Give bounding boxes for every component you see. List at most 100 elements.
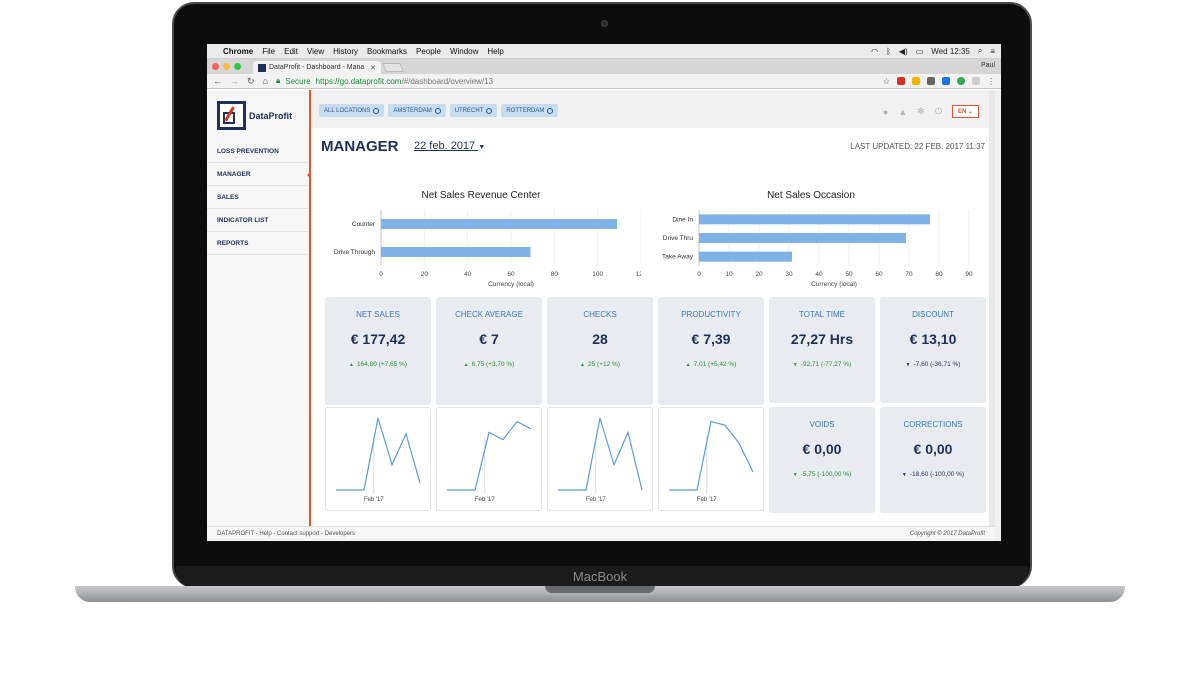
- kpi-delta-value: -5,75 (-100,00 %): [800, 471, 852, 478]
- gmail-extension-icon[interactable]: [897, 77, 905, 85]
- x-tick-label: 20: [421, 271, 429, 278]
- secure-label[interactable]: Secure: [285, 76, 311, 86]
- sidebar-item-indicator-list[interactable]: INDICATOR LIST: [207, 209, 309, 232]
- sparkline-line: [669, 420, 754, 491]
- logo[interactable]: DataProfit: [217, 101, 292, 130]
- bar: [381, 247, 531, 257]
- battery-icon[interactable]: ▭: [915, 46, 924, 56]
- kpi-delta-value: 7,01 (+5,42 %): [693, 361, 737, 368]
- forward-icon[interactable]: →: [230, 76, 239, 86]
- power-icon[interactable]: ⏻: [934, 106, 942, 116]
- kpi-tile[interactable]: CHECKS 28 ▲ 25 (+12 %): [547, 297, 653, 405]
- sidebar-item-manager[interactable]: MANAGER: [207, 163, 311, 186]
- reload-icon[interactable]: ↻: [247, 75, 255, 86]
- screen-extension-icon[interactable]: [942, 77, 950, 85]
- menu-view[interactable]: View: [306, 46, 325, 56]
- language-select[interactable]: EN ⌄: [951, 105, 979, 118]
- kpi-delta-value: 164,80 (+7,65 %): [356, 361, 407, 368]
- kpi-tile[interactable]: NET SALES € 177,42 ▲ 164,80 (+7,65 %): [325, 297, 431, 405]
- filter-rotterdam[interactable]: ROTTERDAM: [501, 104, 559, 117]
- close-tab-icon[interactable]: ✕: [370, 64, 376, 72]
- trend-arrow-icon: ▲: [463, 362, 469, 368]
- sparkline-line: [336, 417, 421, 491]
- x-tick-label: 0: [697, 271, 701, 278]
- category-label: Counter: [352, 221, 376, 228]
- kpi-tile[interactable]: DISCOUNT € 13,10 ▼ -7,60 (-36,71 %): [880, 297, 986, 403]
- kpi-value: € 13,10: [909, 331, 957, 347]
- menu-app-name[interactable]: Chrome: [223, 46, 254, 56]
- filter-all-locations[interactable]: ALL LOCATIONS: [319, 104, 385, 117]
- maximize-window-icon[interactable]: [234, 63, 241, 70]
- close-window-icon[interactable]: [212, 63, 219, 70]
- bell-icon[interactable]: ▲: [898, 106, 908, 117]
- new-tab-button[interactable]: [382, 63, 404, 72]
- category-label: Drive Through: [334, 249, 375, 256]
- copyright: Copyright © 2017 DataProfit: [909, 531, 985, 537]
- extension-icon[interactable]: [972, 77, 980, 85]
- menu-edit[interactable]: Edit: [284, 46, 298, 56]
- user-icon[interactable]: ●: [882, 106, 889, 117]
- x-tick-label: 90: [965, 271, 973, 278]
- back-icon[interactable]: ←: [213, 76, 222, 86]
- kpi-tile[interactable]: CHECK AVERAGE € 7 ▲ 6,75 (+3,70 %): [436, 297, 542, 405]
- chart-occasion: Net Sales Occasion 0 10 20 30 40 50 60 70 80 90 Di…: [641, 190, 981, 290]
- kpi-tile[interactable]: CORRECTIONS € 0,00 ▼ -18,60 (-100,00 %): [880, 407, 986, 513]
- footer-links[interactable]: DATAPROFIT - Help - Contact support - De…: [217, 531, 356, 537]
- gear-icon[interactable]: ✻: [917, 106, 925, 116]
- url-field[interactable]: https://go.dataprofit.com/#/dashboard/ov…: [316, 77, 493, 86]
- kpi-value: € 7: [479, 331, 499, 347]
- url-host: https://go.dataprofit.com: [315, 76, 402, 86]
- spotlight-icon[interactable]: ⌕: [977, 46, 983, 55]
- filter-utrecht[interactable]: UTRECHT: [449, 104, 498, 117]
- bookmark-star-icon[interactable]: ☆: [882, 76, 890, 86]
- minimize-window-icon[interactable]: [223, 63, 230, 70]
- kpi-tile[interactable]: PRODUCTIVITY € 7,39 ▲ 7,01 (+5,42 %): [658, 297, 764, 405]
- menu-history[interactable]: History: [333, 46, 359, 56]
- dataprofit-app: DataProfit LOSS PREVENTION MANAGER SALES…: [207, 90, 1001, 541]
- x-tick-label: 100: [592, 271, 603, 278]
- chart-title: Net Sales Revenue Center: [421, 190, 541, 201]
- extension-icon[interactable]: [912, 77, 920, 85]
- filter-amsterdam[interactable]: AMSTERDAM: [388, 104, 446, 117]
- menu-clock[interactable]: Wed 12:35: [931, 46, 970, 56]
- date-picker[interactable]: 22 feb. 2017 ▼: [414, 140, 485, 152]
- chrome-menu-icon[interactable]: ⋮: [987, 76, 995, 86]
- scrollbar[interactable]: [989, 90, 995, 526]
- tab-title: DataProfit - Dashboard - Mana: [269, 64, 365, 71]
- home-icon[interactable]: ⌂: [262, 76, 268, 86]
- x-tick-label: 70: [905, 271, 913, 278]
- kpi-delta-value: -18,60 (-100,00 %): [909, 471, 965, 478]
- chart-revenue-center-plot: 0 20 40 60 80 100 120 Counter Drive Through Curre…: [334, 210, 641, 288]
- kpi-tile[interactable]: VOIDS € 0,00 ▼ -5,75 (-100,00 %): [769, 407, 875, 513]
- main-content: ALL LOCATIONS AMSTERDAM UTRECHT ROTTERDA…: [311, 90, 995, 526]
- menu-people[interactable]: People: [416, 46, 441, 56]
- sidebar-item-sales[interactable]: SALES: [207, 186, 309, 209]
- sidebar-item-reports[interactable]: REPORTS: [207, 232, 309, 255]
- caret-down-icon: ▼: [478, 144, 486, 151]
- notification-center-icon[interactable]: ≡: [990, 46, 995, 56]
- cast-icon[interactable]: [927, 77, 935, 85]
- sidebar-item-loss-prevention[interactable]: LOSS PREVENTION: [207, 140, 309, 163]
- menu-help[interactable]: Help: [487, 46, 504, 56]
- bluetooth-icon[interactable]: ᛒ: [886, 46, 891, 56]
- kpi-tile[interactable]: TOTAL TIME 27,27 Hrs ▼ -92,71 (-77,27 %): [769, 297, 875, 403]
- menu-window[interactable]: Window: [449, 46, 479, 56]
- check-circle-icon: [373, 107, 380, 114]
- x-tick-label: 80: [935, 271, 943, 278]
- filter-label: ROTTERDAM: [506, 107, 545, 114]
- volume-icon[interactable]: ◀): [898, 46, 908, 56]
- browser-tab[interactable]: DataProfit - Dashboard - Mana ✕: [253, 61, 381, 74]
- status-extension-icon[interactable]: [957, 77, 965, 85]
- secure-lock-icon[interactable]: 🔒︎: [275, 76, 281, 85]
- circle-icon: [486, 107, 493, 114]
- category-label: Take Away: [662, 254, 694, 261]
- menu-bookmarks[interactable]: Bookmarks: [367, 46, 408, 56]
- kpi-value: € 0,00: [802, 441, 842, 457]
- menu-file[interactable]: File: [262, 46, 276, 56]
- kpi-sparkline: Feb '17: [436, 407, 542, 511]
- profile-name[interactable]: Paul: [980, 62, 995, 69]
- kpi-delta: ▲ 164,80 (+7,65 %): [325, 361, 431, 368]
- wifi-icon[interactable]: ◠: [871, 46, 879, 56]
- sparkline-label: Feb '17: [697, 497, 717, 503]
